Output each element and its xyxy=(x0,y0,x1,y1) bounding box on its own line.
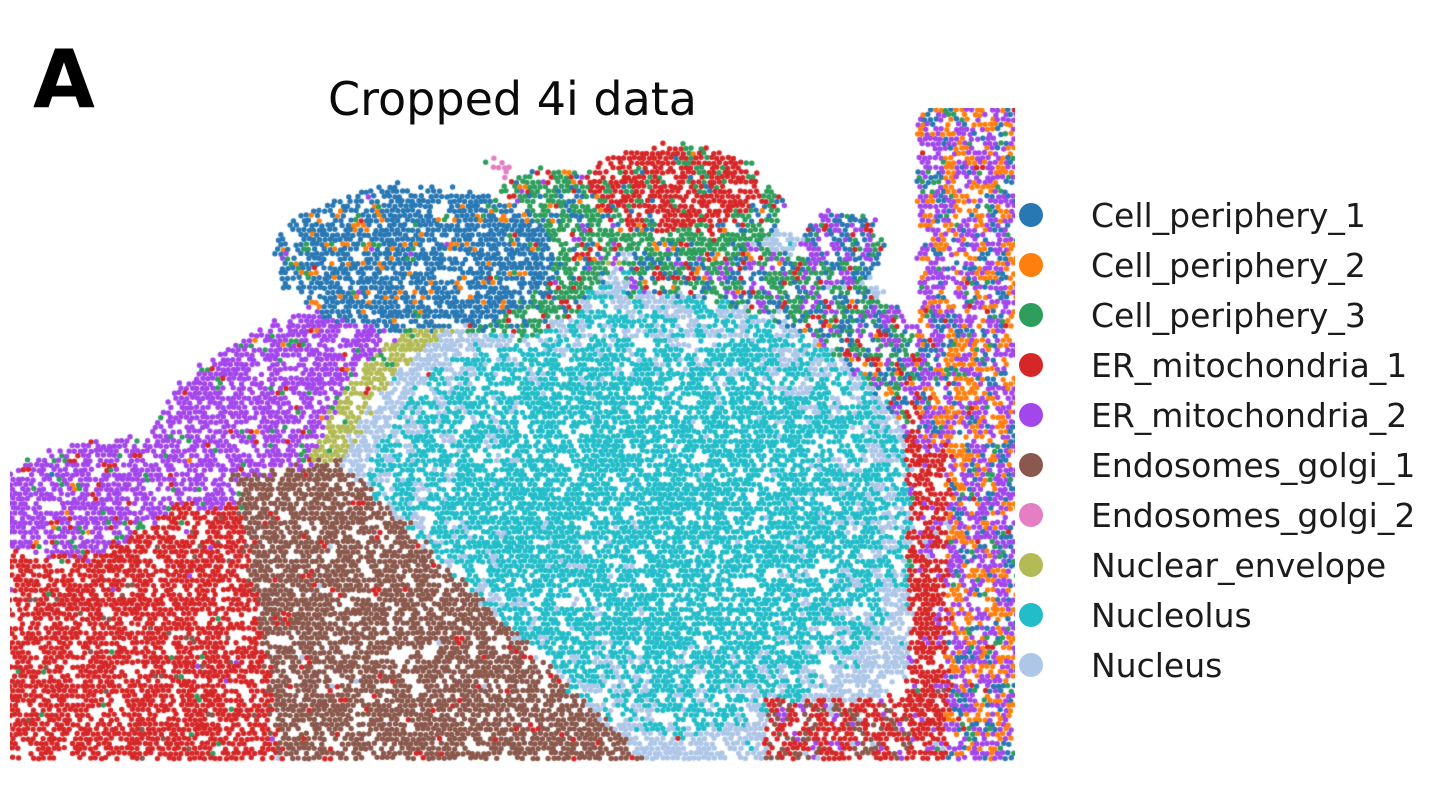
legend-item-nucleolus: Nucleolus xyxy=(1019,590,1429,640)
legend-label: Nuclear_envelope xyxy=(1091,545,1387,585)
legend-label: ER_mitochondria_2 xyxy=(1091,395,1408,435)
legend-label: Endosomes_golgi_2 xyxy=(1091,495,1416,535)
legend-marker-icon xyxy=(1019,553,1043,577)
legend-item-nucleus: Nucleus xyxy=(1019,640,1429,690)
legend-marker-icon xyxy=(1019,603,1043,627)
legend-item-nuclear_envelope: Nuclear_envelope xyxy=(1019,540,1429,590)
legend-label: Cell_periphery_1 xyxy=(1091,195,1366,235)
legend-marker-icon xyxy=(1019,453,1043,477)
legend-item-cell_periphery_1: Cell_periphery_1 xyxy=(1019,190,1429,240)
legend-label: Cell_periphery_2 xyxy=(1091,245,1366,285)
legend-item-cell_periphery_3: Cell_periphery_3 xyxy=(1019,290,1429,340)
legend-marker-icon xyxy=(1019,653,1043,677)
legend-label: ER_mitochondria_1 xyxy=(1091,345,1408,385)
legend-item-endosomes_golgi_1: Endosomes_golgi_1 xyxy=(1019,440,1429,490)
legend-marker-icon xyxy=(1019,253,1043,277)
legend-label: Nucleolus xyxy=(1091,595,1252,635)
legend-marker-icon xyxy=(1019,203,1043,227)
legend: Cell_periphery_1 Cell_periphery_2 Cell_per… xyxy=(1019,190,1429,690)
legend-item-cell_periphery_2: Cell_periphery_2 xyxy=(1019,240,1429,290)
legend-marker-icon xyxy=(1019,303,1043,327)
legend-item-er_mitochondria_2: ER_mitochondria_2 xyxy=(1019,390,1429,440)
panel-label: A xyxy=(33,33,95,126)
legend-label: Endosomes_golgi_1 xyxy=(1091,445,1416,485)
spatial-cluster-scatter xyxy=(10,108,1015,764)
legend-marker-icon xyxy=(1019,403,1043,427)
legend-item-endosomes_golgi_2: Endosomes_golgi_2 xyxy=(1019,490,1429,540)
legend-label: Nucleus xyxy=(1091,645,1223,685)
legend-item-er_mitochondria_1: ER_mitochondria_1 xyxy=(1019,340,1429,390)
legend-marker-icon xyxy=(1019,353,1043,377)
legend-label: Cell_periphery_3 xyxy=(1091,295,1366,335)
legend-marker-icon xyxy=(1019,503,1043,527)
